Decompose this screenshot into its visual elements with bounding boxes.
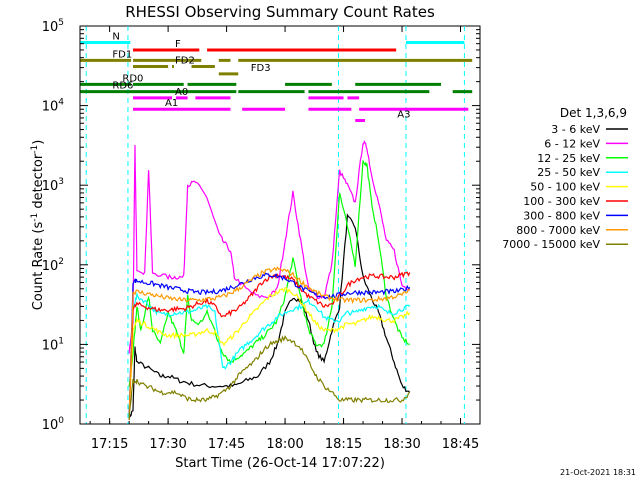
y-tick-label-5: 105: [42, 18, 64, 35]
mode-bar-label-f: F: [175, 39, 181, 50]
mode-bar-label-fd2: FD2: [175, 55, 195, 66]
series-line-8: [128, 335, 411, 420]
series-line-0: [128, 213, 411, 421]
x-axis-label: Start Time (26-Oct-14 17:07:22): [175, 456, 385, 471]
mode-bar-label-a3: A3: [397, 109, 410, 120]
legend-entry-7: 800 - 7000 keV: [516, 224, 628, 237]
x-tick-label-4: 18:15: [325, 437, 362, 452]
legend-entry-6: 300 - 800 keV: [523, 209, 628, 222]
legend-entry-5: 100 - 300 keV: [523, 195, 628, 208]
legend-label-7: 800 - 7000 keV: [516, 224, 600, 237]
y-axis-label-main: Count Rate (s: [31, 222, 46, 311]
series-line-5: [128, 271, 411, 417]
plot-frame: [79, 25, 481, 425]
y-tick-label-2: 102: [42, 257, 64, 274]
y-tick-label-0: 100: [42, 416, 65, 433]
y-axis-label-sup: -1: [30, 213, 40, 222]
mode-bar-label-fd1: FD1: [112, 49, 132, 60]
x-axis-ticks: 17:15 17:30 17:45 18:00 18:15 18:30 18:45: [89, 26, 481, 452]
legend-title: Det 1,3,6,9: [560, 106, 627, 120]
y-axis-ticks: 100 101 102 103 104 105: [42, 18, 480, 433]
x-tick-label-6: 18:45: [442, 437, 479, 452]
chart-title: RHESSI Observing Summary Count Rates: [125, 3, 435, 21]
x-tick-label-5: 18:30: [383, 437, 420, 452]
legend-label-8: 7000 - 15000 keV: [502, 238, 600, 251]
legend-label-5: 100 - 300 keV: [523, 195, 600, 208]
y-axis-label-end: ): [31, 140, 46, 145]
y-tick-label-1: 101: [42, 336, 64, 353]
x-tick-label-1: 17:30: [149, 437, 186, 452]
x-tick-label-0: 17:15: [91, 437, 128, 452]
legend-entry-0: 3 - 6 keV: [551, 123, 628, 136]
legend-entry-1: 6 - 12 keV: [544, 137, 628, 150]
y-axis-label-rest: detector: [31, 153, 46, 213]
mode-bar-label-rd6: RD6: [112, 81, 133, 92]
series-line-4: [128, 287, 411, 416]
legend-label-0: 3 - 6 keV: [551, 123, 600, 136]
mode-bar-label-a0: A0: [175, 87, 188, 98]
y-axis-label: Count Rate (s-1 detector-1): [30, 140, 46, 311]
legend-label-2: 12 - 25 keV: [537, 152, 600, 165]
legend-entry-2: 12 - 25 keV: [537, 152, 628, 165]
series-line-7: [128, 266, 411, 421]
legend-entry-8: 7000 - 15000 keV: [502, 238, 628, 251]
mode-bar-label-a1: A1: [165, 98, 178, 109]
y-tick-label-4: 104: [42, 98, 65, 115]
y-axis-label-sup2: -1: [30, 145, 40, 154]
series-line-2: [128, 160, 410, 387]
mode-bar-label-fd3: FD3: [251, 63, 271, 74]
legend-entry-4: 50 - 100 keV: [530, 181, 628, 194]
series-line-6: [128, 272, 411, 419]
x-tick-label-3: 18:00: [266, 437, 303, 452]
legend-label-4: 50 - 100 keV: [530, 181, 600, 194]
y-tick-label-3: 103: [42, 177, 64, 194]
legend-label-6: 300 - 800 keV: [523, 209, 600, 222]
legend-label-1: 6 - 12 keV: [544, 137, 600, 150]
series-lines: [128, 140, 411, 421]
legend-entry-3: 25 - 50 keV: [537, 166, 628, 179]
footer-timestamp: 21-Oct-2021 18:31: [560, 468, 636, 477]
mode-bar-label-rd0: RD0: [122, 73, 143, 84]
x-tick-label-2: 17:45: [208, 437, 245, 452]
mode-bar-label-n: N: [112, 32, 119, 43]
series-line-3: [128, 291, 411, 417]
legend-label-3: 25 - 50 keV: [537, 166, 600, 179]
